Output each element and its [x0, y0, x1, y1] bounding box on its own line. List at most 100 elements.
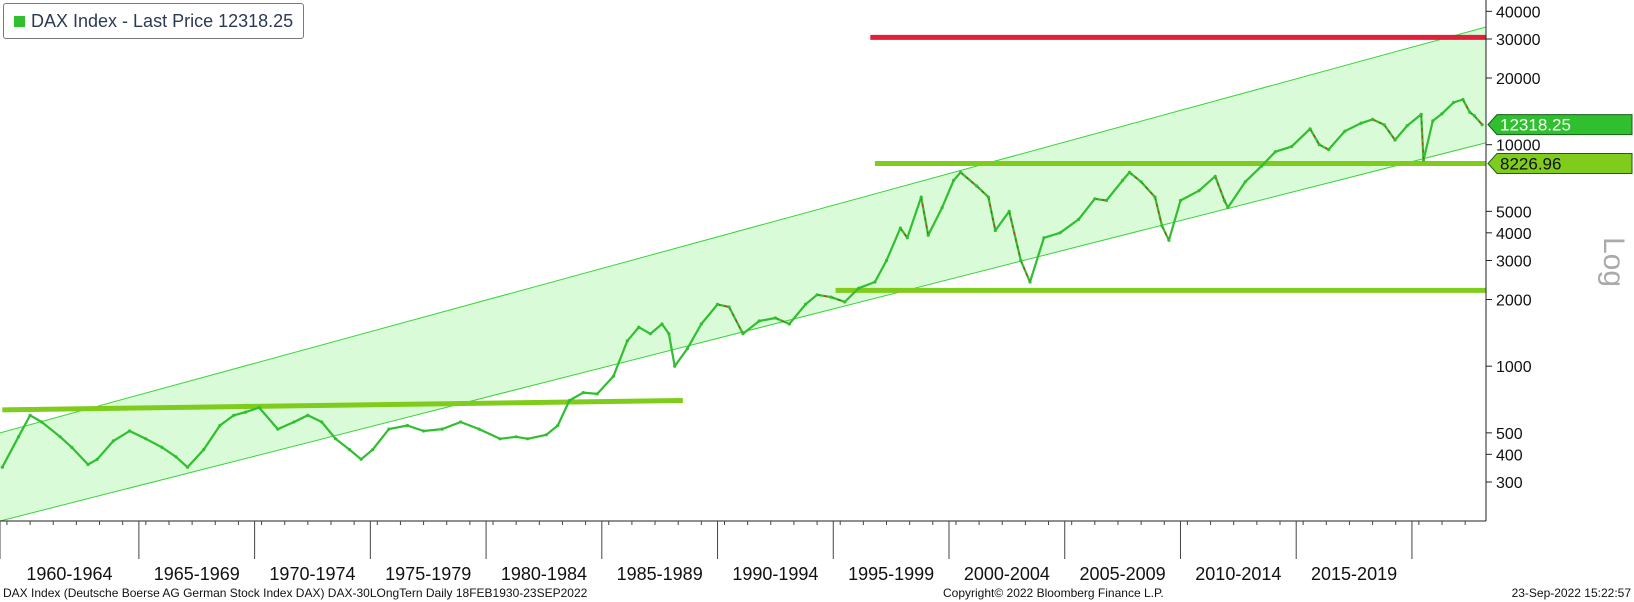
data-point: [1452, 100, 1456, 105]
data-point: [1421, 158, 1426, 162]
data-point: [459, 420, 463, 424]
data-point: [40, 420, 44, 424]
data-point: [1393, 138, 1397, 142]
x-tick-label: 2000-2004: [964, 564, 1050, 584]
y-tick-label: 400: [1496, 447, 1523, 464]
down-segment: [1008, 211, 1022, 261]
data-point: [1327, 148, 1331, 152]
data-point: [174, 455, 178, 459]
x-tick-label: 1970-1974: [269, 564, 355, 584]
footer-copyright: Copyright© 2022 Bloomberg Finance L.P.: [943, 586, 1164, 600]
data-point: [498, 437, 502, 441]
data-point: [741, 332, 745, 336]
data-point: [959, 170, 963, 174]
data-point: [773, 316, 778, 320]
x-tick-label: 1985-1989: [617, 564, 703, 584]
data-point: [667, 332, 671, 336]
data-point: [276, 427, 280, 431]
data-point: [86, 462, 90, 467]
data-point: [1468, 110, 1472, 114]
data-point: [873, 280, 877, 284]
series-line: [1, 98, 1483, 469]
x-tick-label: 2005-2009: [1080, 564, 1166, 584]
data-point: [218, 423, 222, 428]
data-point: [829, 295, 833, 299]
data-point: [28, 413, 32, 417]
data-point: [1440, 112, 1444, 116]
data-point: [526, 437, 530, 441]
data-point: [787, 322, 791, 326]
data-point: [359, 457, 363, 461]
down-segment: [717, 303, 730, 308]
x-tick-label: 1990-1994: [732, 564, 818, 584]
reference-lines: [2, 34, 1486, 413]
x-tick-label: 2010-2014: [1195, 564, 1281, 584]
data-point: [1028, 280, 1032, 284]
data-point: [185, 465, 190, 469]
price-tag-box: [1487, 152, 1633, 174]
down-segment: [1420, 114, 1425, 161]
data-point: [699, 322, 703, 326]
data-point: [715, 302, 720, 306]
data-point: [1371, 117, 1375, 121]
y-tick-label: 3000: [1496, 254, 1532, 271]
data-point: [1431, 119, 1435, 123]
trend-channel: [0, 26, 1487, 522]
x-tick-label: 1965-1969: [154, 564, 240, 584]
data-point: [1382, 123, 1386, 127]
data-point: [898, 226, 903, 230]
data-point: [884, 258, 889, 263]
data-point: [919, 195, 923, 199]
x-tick-label: 2015-2019: [1311, 564, 1397, 584]
data-point: [648, 332, 653, 336]
data-point: [757, 319, 761, 323]
legend-swatch: [14, 15, 25, 27]
data-point: [422, 429, 426, 433]
data-point: [1480, 123, 1484, 127]
data-point: [1019, 258, 1023, 263]
data-point: [514, 435, 518, 439]
channel-upper-line: [0, 26, 1487, 434]
down-segment: [1154, 196, 1163, 227]
y-tick-label: 1000: [1496, 359, 1532, 376]
data-point: [1127, 170, 1132, 174]
x-tick-label: 1980-1984: [501, 564, 587, 584]
data-point: [1042, 236, 1046, 240]
x-tick-label: 1975-1979: [385, 564, 471, 584]
data-point: [202, 448, 206, 452]
data-point: [1121, 178, 1125, 182]
data-point: [595, 392, 599, 396]
data-point: [857, 286, 861, 290]
data-point: [815, 293, 819, 297]
footer-description: DAX Index (Deutsche Boerse AG German Sto…: [3, 586, 588, 600]
legend: DAX Index - Last Price 12318.25: [3, 3, 305, 39]
price-tag-label: 8226.96: [1500, 154, 1561, 173]
data-point: [1058, 231, 1062, 235]
data-point: [257, 406, 261, 410]
data-point: [371, 448, 375, 452]
data-point: [347, 448, 352, 452]
down-segment: [987, 196, 996, 231]
data-point: [1007, 209, 1011, 213]
data-point: [1461, 97, 1465, 102]
y-tick-label: 5000: [1496, 204, 1532, 221]
data-point: [581, 391, 585, 395]
down-segment: [1161, 225, 1170, 241]
data-point: [843, 300, 847, 304]
data-point: [803, 302, 808, 306]
data-point: [128, 429, 132, 433]
axes: 300 400 500 1000 2000 3000 4000 5000 10000 20000 3…: [0, 0, 1541, 584]
y-tick-label: 500: [1496, 426, 1523, 443]
data-point: [673, 364, 677, 368]
data-point: [905, 236, 909, 240]
footer-timestamp: 23-Sep-2022 15:22:57: [1511, 586, 1631, 600]
price-tag-label: 12318.25: [1500, 116, 1571, 135]
down-segment: [1214, 176, 1225, 201]
down-segment: [1383, 124, 1396, 141]
data-point: [111, 439, 115, 443]
data-point: [1419, 112, 1423, 116]
data-point: [1222, 198, 1226, 203]
price-tag-box: [1487, 114, 1633, 136]
data-point: [625, 339, 629, 343]
